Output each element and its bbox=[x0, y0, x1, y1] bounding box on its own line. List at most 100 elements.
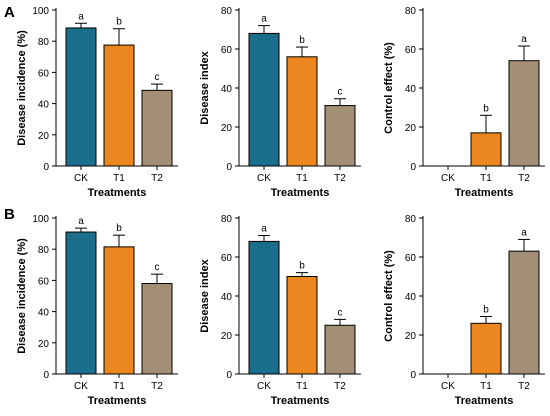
x-tick-label-ck: CK bbox=[441, 173, 455, 184]
bar-t2 bbox=[141, 283, 173, 375]
panel-label-a: A bbox=[4, 4, 15, 21]
y-tick-label: 20 bbox=[38, 339, 50, 350]
x-tick-label-t1: T1 bbox=[296, 173, 308, 184]
y-tick-label: 100 bbox=[32, 214, 49, 225]
y-tick-label: 40 bbox=[221, 84, 233, 95]
y-tick-label: 60 bbox=[405, 45, 417, 56]
chart-a-disease-index: 0 20 40 60 80 Disease index a CK b T1 c T2 Treatment… bbox=[199, 6, 361, 199]
y-tick-label: 0 bbox=[410, 162, 416, 173]
bar-t1 bbox=[470, 132, 502, 167]
significance-letter: a bbox=[521, 34, 527, 45]
bar-t1 bbox=[103, 44, 135, 167]
x-axis-label: Treatments bbox=[455, 395, 514, 407]
y-axis-label: Disease index bbox=[199, 50, 211, 124]
x-tick-label-t2: T2 bbox=[334, 381, 346, 392]
x-tick-label-ck: CK bbox=[74, 173, 88, 184]
y-tick-label: 20 bbox=[405, 123, 417, 134]
y-tick-label: 40 bbox=[405, 292, 417, 303]
significance-letter: c bbox=[338, 87, 343, 98]
bar-t2 bbox=[324, 105, 356, 167]
significance-letter: a bbox=[521, 227, 527, 238]
x-axis-label: Treatments bbox=[455, 187, 514, 199]
y-tick-label: 60 bbox=[221, 253, 233, 264]
x-tick-label-t2: T2 bbox=[518, 173, 530, 184]
chart-a-disease-incidence: 0 20 40 60 80 100 Disease incidence (%) a CK b T1 c… bbox=[16, 6, 178, 199]
y-tick-label: 60 bbox=[221, 45, 233, 56]
bar-ck bbox=[65, 27, 97, 167]
y-tick-label: 80 bbox=[405, 214, 417, 225]
x-tick-label-ck: CK bbox=[257, 173, 271, 184]
y-tick-label: 0 bbox=[43, 162, 49, 173]
significance-letter: a bbox=[78, 216, 84, 227]
chart-b-disease-incidence: 0 20 40 60 80 100 Disease incidence (%) a CK b T1 c… bbox=[16, 214, 178, 407]
significance-letter: a bbox=[261, 224, 267, 235]
x-tick-label-t1: T1 bbox=[480, 381, 492, 392]
x-axis-label: Treatments bbox=[271, 187, 330, 199]
y-tick-label: 20 bbox=[38, 131, 50, 142]
significance-letter: c bbox=[155, 72, 160, 83]
significance-letter: a bbox=[78, 11, 84, 22]
y-axis-label: Disease incidence (%) bbox=[16, 238, 28, 354]
y-axis-label: Control effect (%) bbox=[383, 42, 395, 134]
chart-b-disease-index: 0 20 40 60 80 Disease index a CK b T1 c T2 Treatment… bbox=[199, 214, 361, 407]
y-tick-label: 100 bbox=[32, 6, 49, 17]
y-tick-label: 40 bbox=[405, 84, 417, 95]
bar-t1 bbox=[470, 322, 502, 375]
significance-letter: b bbox=[299, 261, 305, 272]
y-tick-label: 0 bbox=[410, 370, 416, 381]
x-tick-label-t2: T2 bbox=[334, 173, 346, 184]
bar-t2 bbox=[141, 89, 173, 167]
y-tick-label: 40 bbox=[221, 292, 233, 303]
y-tick-label: 80 bbox=[38, 245, 50, 256]
bar-t2 bbox=[508, 250, 540, 375]
x-tick-label-t1: T1 bbox=[113, 381, 125, 392]
y-tick-label: 40 bbox=[38, 100, 50, 111]
y-tick-label: 80 bbox=[221, 214, 233, 225]
x-tick-label-t1: T1 bbox=[113, 173, 125, 184]
y-tick-label: 20 bbox=[405, 331, 417, 342]
y-tick-label: 20 bbox=[221, 331, 233, 342]
chart-a-control-effect: 0 20 40 60 80 Control effect (%) CK b T1 a T2 Treat… bbox=[383, 6, 545, 199]
bar-ck bbox=[65, 231, 97, 375]
significance-letter: b bbox=[116, 223, 122, 234]
y-tick-label: 0 bbox=[43, 370, 49, 381]
y-axis-label: Disease incidence (%) bbox=[16, 30, 28, 146]
panel-label-b: B bbox=[4, 206, 15, 223]
x-tick-label-t2: T2 bbox=[151, 173, 163, 184]
x-tick-label-t2: T2 bbox=[151, 381, 163, 392]
x-tick-label-t2: T2 bbox=[518, 381, 530, 392]
x-tick-label-t1: T1 bbox=[480, 173, 492, 184]
y-tick-label: 80 bbox=[405, 6, 417, 17]
y-tick-label: 60 bbox=[38, 276, 50, 287]
y-axis-label: Disease index bbox=[199, 258, 211, 332]
y-tick-label: 80 bbox=[221, 6, 233, 17]
y-tick-label: 40 bbox=[38, 308, 50, 319]
bar-ck bbox=[248, 32, 280, 167]
y-tick-label: 0 bbox=[226, 162, 232, 173]
y-tick-label: 0 bbox=[226, 370, 232, 381]
bar-ck bbox=[248, 240, 280, 375]
x-tick-label-ck: CK bbox=[441, 381, 455, 392]
y-tick-label: 60 bbox=[405, 253, 417, 264]
x-tick-label-t1: T1 bbox=[296, 381, 308, 392]
significance-letter: b bbox=[116, 17, 122, 28]
significance-letter: c bbox=[155, 262, 160, 273]
y-tick-label: 80 bbox=[38, 37, 50, 48]
x-axis-label: Treatments bbox=[271, 395, 330, 407]
y-tick-label: 20 bbox=[221, 123, 233, 134]
chart-b-control-effect: 0 20 40 60 80 Control effect (%) CK b T1 a T2 Treat… bbox=[383, 214, 545, 407]
x-axis-label: Treatments bbox=[88, 395, 147, 407]
significance-letter: b bbox=[483, 103, 489, 114]
x-tick-label-ck: CK bbox=[74, 381, 88, 392]
significance-letter: c bbox=[338, 307, 343, 318]
bar-t1 bbox=[103, 246, 135, 375]
bar-t1 bbox=[286, 56, 318, 167]
y-axis-label: Control effect (%) bbox=[383, 250, 395, 342]
x-axis-label: Treatments bbox=[88, 187, 147, 199]
significance-letter: a bbox=[261, 14, 267, 25]
x-tick-label-ck: CK bbox=[257, 381, 271, 392]
bar-t1 bbox=[286, 276, 318, 375]
bar-t2 bbox=[508, 60, 540, 167]
significance-letter: b bbox=[299, 35, 305, 46]
